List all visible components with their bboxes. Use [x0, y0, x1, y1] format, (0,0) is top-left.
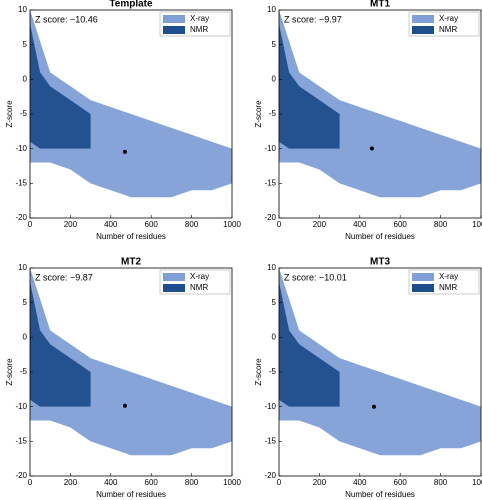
- z-score-annotation: Z score: −10.46: [35, 14, 98, 24]
- y-tick-label: 5: [272, 298, 277, 307]
- legend-swatch: [412, 284, 434, 292]
- y-tick-label: 5: [23, 298, 28, 307]
- legend-swatch: [412, 15, 434, 23]
- y-tick-label: -5: [20, 109, 28, 118]
- y-axis-label: Z-score: [254, 100, 263, 128]
- model-point: [122, 403, 127, 408]
- x-tick-label: 200: [313, 220, 327, 229]
- z-score-annotation: Z score: −9.87: [35, 272, 93, 282]
- legend-label: X-ray: [190, 272, 209, 281]
- model-point: [122, 149, 127, 154]
- y-tick-label: -10: [15, 144, 27, 153]
- z-score-annotation: Z score: −10.01: [284, 272, 347, 282]
- data-cloud: [30, 10, 232, 198]
- y-tick-label: -15: [264, 178, 276, 187]
- y-tick-label: -5: [269, 109, 277, 118]
- x-tick-label: 800: [185, 220, 199, 229]
- y-tick-label: 0: [272, 74, 277, 83]
- y-tick-label: -20: [264, 471, 276, 480]
- y-tick-label: -20: [264, 213, 276, 222]
- x-tick-label: 0: [277, 220, 282, 229]
- data-cloud: [30, 268, 232, 456]
- x-tick-label: 1000: [223, 220, 241, 229]
- y-axis-label: Z-score: [254, 358, 263, 386]
- x-axis-label: Number of residues: [96, 232, 166, 241]
- x-tick-label: 400: [104, 220, 118, 229]
- x-tick-label: 400: [353, 478, 367, 487]
- model-point: [371, 404, 376, 409]
- data-cloud: [279, 10, 481, 198]
- y-axis-label: Z-score: [5, 100, 14, 128]
- y-tick-label: 10: [18, 5, 27, 14]
- x-tick-label: 800: [185, 478, 199, 487]
- panel-title: MT2: [121, 257, 141, 268]
- y-tick-label: -5: [20, 367, 28, 376]
- model-point: [369, 146, 374, 151]
- x-tick-label: 1000: [472, 220, 482, 229]
- legend-label: X-ray: [439, 272, 458, 281]
- legend-swatch: [412, 273, 434, 281]
- x-axis-label: Number of residues: [345, 490, 415, 499]
- x-tick-label: 400: [104, 478, 118, 487]
- legend-swatch: [163, 26, 185, 34]
- x-tick-label: 200: [313, 478, 327, 487]
- legend-label: NMR: [439, 283, 457, 292]
- panel-title: MT1: [370, 0, 390, 10]
- y-axis-label: Z-score: [5, 358, 14, 386]
- data-cloud: [30, 23, 91, 149]
- y-tick-label: 0: [272, 332, 277, 341]
- x-tick-label: 0: [277, 478, 282, 487]
- legend-swatch: [163, 284, 185, 292]
- x-tick-label: 1000: [472, 478, 482, 487]
- legend-label: NMR: [439, 25, 457, 34]
- legend-label: NMR: [190, 25, 208, 34]
- y-tick-label: -20: [15, 213, 27, 222]
- x-axis-label: Number of residues: [345, 232, 415, 241]
- y-tick-label: 10: [18, 263, 27, 272]
- data-cloud: [279, 281, 340, 407]
- x-tick-label: 0: [28, 478, 33, 487]
- y-tick-label: 5: [272, 40, 277, 49]
- x-tick-label: 400: [353, 220, 367, 229]
- legend-swatch: [163, 273, 185, 281]
- x-tick-label: 600: [394, 478, 408, 487]
- legend-label: NMR: [190, 283, 208, 292]
- y-tick-label: 0: [23, 74, 28, 83]
- data-cloud: [279, 268, 481, 456]
- y-tick-label: -10: [264, 144, 276, 153]
- legend-swatch: [163, 15, 185, 23]
- legend-label: X-ray: [190, 14, 209, 23]
- panel-title: MT3: [370, 257, 390, 268]
- panel-title: Template: [109, 0, 153, 10]
- x-tick-label: 600: [145, 478, 159, 487]
- y-tick-label: -15: [15, 178, 27, 187]
- y-tick-label: 10: [267, 5, 276, 14]
- y-tick-label: 5: [23, 40, 28, 49]
- x-tick-label: 0: [28, 220, 33, 229]
- y-tick-label: -15: [15, 436, 27, 445]
- x-axis-label: Number of residues: [96, 490, 166, 499]
- legend-swatch: [412, 26, 434, 34]
- x-tick-label: 800: [434, 220, 448, 229]
- y-tick-label: 0: [23, 332, 28, 341]
- data-cloud: [30, 281, 91, 407]
- z-score-annotation: Z score: −9.97: [284, 14, 342, 24]
- x-tick-label: 800: [434, 478, 448, 487]
- y-tick-label: -20: [15, 471, 27, 480]
- x-tick-label: 200: [64, 478, 78, 487]
- x-tick-label: 1000: [223, 478, 241, 487]
- y-tick-label: -5: [269, 367, 277, 376]
- x-tick-label: 600: [145, 220, 159, 229]
- y-tick-label: 10: [267, 263, 276, 272]
- y-tick-label: -15: [264, 436, 276, 445]
- legend-label: X-ray: [439, 14, 458, 23]
- y-tick-label: -10: [264, 402, 276, 411]
- x-tick-label: 200: [64, 220, 78, 229]
- data-cloud: [279, 23, 340, 149]
- x-tick-label: 600: [394, 220, 408, 229]
- y-tick-label: -10: [15, 402, 27, 411]
